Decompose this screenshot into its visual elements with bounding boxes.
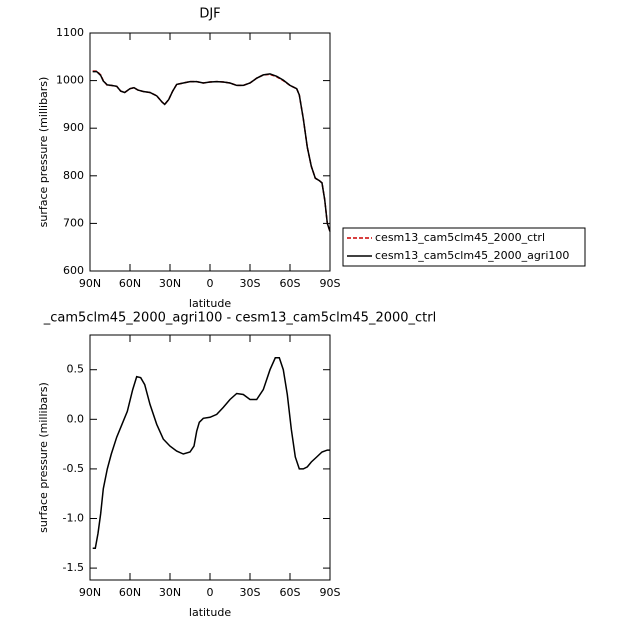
y-tick-label: -0.5 <box>63 462 84 475</box>
data-line <box>92 70 331 232</box>
data-line <box>92 70 331 232</box>
plot-frame <box>89 334 331 581</box>
y-axis-label: surface pressure (millibars) <box>37 382 50 533</box>
y-tick-label: -1.5 <box>63 561 84 574</box>
y-tick-label: 600 <box>63 264 84 277</box>
x-axis-label: latitude <box>189 606 231 619</box>
x-tick-label: 60N <box>119 586 141 599</box>
y-tick-label: 1000 <box>56 74 84 87</box>
y-tick-label: -1.0 <box>63 512 84 525</box>
y-tick-label: 0.5 <box>67 363 85 376</box>
y-tick-label: 900 <box>63 121 84 134</box>
y-tick-label: 800 <box>63 169 84 182</box>
x-tick-label: 60S <box>280 586 301 599</box>
x-tick-label: 30S <box>240 277 261 290</box>
x-tick-label: 30N <box>159 277 181 290</box>
x-tick-label: 90N <box>79 586 101 599</box>
x-tick-label: 0 <box>207 586 214 599</box>
y-axis-label: surface pressure (millibars) <box>37 77 50 228</box>
x-axis-label: latitude <box>189 297 231 310</box>
x-tick-label: 90S <box>320 277 341 290</box>
legend-label: cesm13_cam5clm45_2000_agri100 <box>375 249 569 262</box>
x-tick-label: 0 <box>207 277 214 290</box>
legend-box <box>342 227 586 267</box>
x-tick-label: 30S <box>240 586 261 599</box>
x-tick-label: 60S <box>280 277 301 290</box>
y-tick-label: 700 <box>63 216 84 229</box>
plot-frame <box>89 32 331 272</box>
x-tick-label: 60N <box>119 277 141 290</box>
y-tick-label: 0.0 <box>67 412 85 425</box>
chart-title: DJF <box>199 7 220 22</box>
x-tick-label: 90S <box>320 586 341 599</box>
data-line <box>92 357 330 550</box>
x-tick-label: 30N <box>159 586 181 599</box>
chart-title: _cam5clm45_2000_agri100 - cesm13_cam5clm… <box>43 311 436 326</box>
x-tick-label: 90N <box>79 277 101 290</box>
y-tick-label: 1100 <box>56 26 84 39</box>
legend-label: cesm13_cam5clm45_2000_ctrl <box>375 231 545 244</box>
